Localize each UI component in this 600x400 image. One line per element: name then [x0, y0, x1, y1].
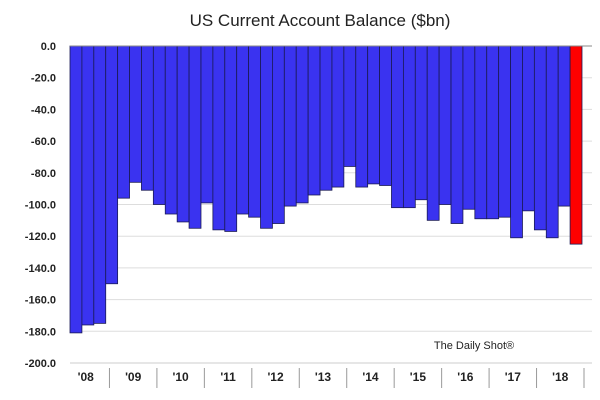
x-tick-label: '17	[505, 370, 522, 384]
bar	[307, 45, 321, 196]
y-tick-label: -40.0	[31, 104, 56, 116]
bar-highlight	[569, 45, 583, 245]
y-tick-label: 0.0	[41, 41, 56, 53]
y-tick-label: -100.0	[25, 200, 56, 212]
y-tick-label: -160.0	[25, 295, 56, 307]
bar	[474, 45, 488, 220]
bar	[200, 45, 214, 204]
x-tick-label: '13	[315, 370, 332, 384]
bar	[343, 45, 357, 167]
bar	[319, 45, 333, 191]
bar	[533, 45, 547, 231]
bar	[522, 45, 535, 212]
bar	[498, 45, 511, 218]
bar	[105, 45, 119, 285]
bar	[117, 45, 130, 199]
chart-title: US Current Account Balance ($bn)	[190, 11, 451, 30]
bar	[391, 45, 404, 209]
y-tick-label: -140.0	[25, 263, 56, 275]
bar	[295, 45, 309, 204]
bar	[486, 45, 500, 220]
bar	[224, 45, 238, 232]
y-tick-label: -120.0	[25, 231, 56, 243]
bar	[557, 45, 571, 207]
bar	[81, 45, 95, 326]
bar	[248, 45, 261, 218]
bar	[283, 45, 297, 207]
bar	[402, 45, 416, 209]
bar	[69, 45, 83, 334]
source-label: The Daily Shot®	[434, 340, 514, 352]
bar	[355, 45, 369, 188]
bar	[379, 45, 392, 186]
bar	[152, 45, 166, 205]
x-tick-label: '08	[78, 370, 95, 384]
bar	[462, 45, 476, 210]
bar	[236, 45, 250, 215]
bar	[438, 45, 452, 205]
bar	[367, 45, 380, 185]
bar	[331, 45, 345, 188]
y-tick-label: -80.0	[31, 168, 56, 180]
x-tick-label: '16	[457, 370, 474, 384]
bar	[414, 45, 428, 201]
y-tick-label: -180.0	[25, 326, 56, 338]
y-tick-label: -20.0	[31, 73, 56, 85]
bar	[176, 45, 190, 223]
x-tick-label: '18	[552, 370, 569, 384]
bar	[188, 45, 202, 229]
x-tick-label: '11	[220, 370, 236, 384]
bar	[510, 45, 523, 239]
bar	[260, 45, 273, 229]
bar	[545, 45, 559, 239]
bar	[450, 45, 464, 224]
x-tick-label: '14	[362, 370, 379, 384]
bar	[141, 45, 154, 191]
x-tick-label: '09	[125, 370, 142, 384]
x-tick-label: '10	[173, 370, 190, 384]
x-tick-label: '15	[410, 370, 427, 384]
bar	[272, 45, 285, 224]
bar	[212, 45, 226, 231]
bar	[164, 45, 178, 215]
bar	[426, 45, 440, 221]
y-tick-label: -200.0	[25, 358, 56, 370]
x-tick-label: '12	[267, 370, 284, 384]
y-tick-label: -60.0	[31, 136, 56, 148]
bar	[129, 45, 142, 183]
bar	[93, 45, 107, 324]
